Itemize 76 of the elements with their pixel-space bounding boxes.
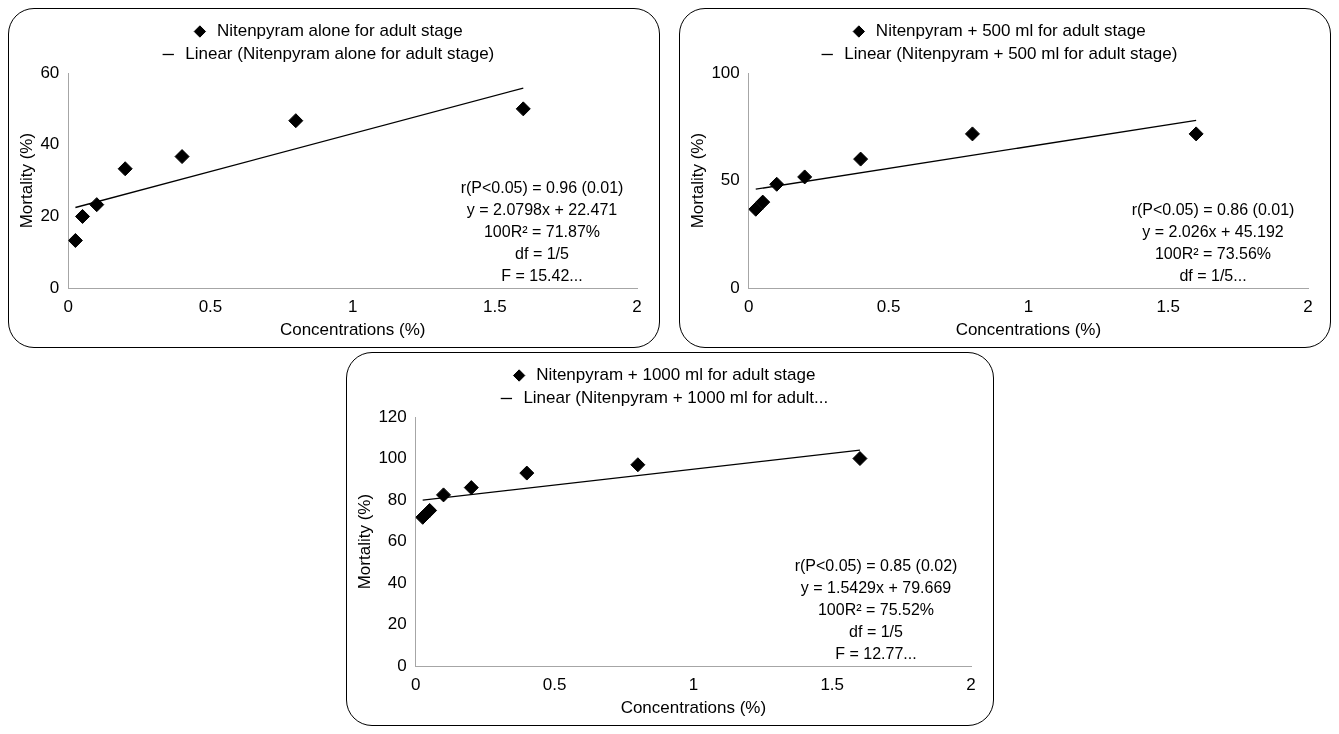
annotation: y = 1.5429x + 79.669	[800, 578, 951, 596]
x-tick-label: 0	[410, 675, 420, 695]
annotation: F = 15.42...	[501, 266, 583, 284]
x-tick-label: 1.5	[1156, 297, 1181, 317]
y-tick-label: 0	[730, 277, 740, 297]
annotation: F = 12.77...	[834, 644, 917, 662]
point	[174, 149, 190, 165]
x-tick-label: 1.5	[483, 297, 507, 317]
annotation: df = 1/5	[515, 244, 570, 262]
x-tick-label: 0	[744, 297, 754, 317]
point	[75, 208, 91, 224]
point	[797, 169, 813, 185]
x-axis-title: Concentrations (%)	[955, 320, 1102, 340]
y-tick-label: 20	[387, 614, 407, 634]
y-tick-label: 40	[40, 134, 60, 154]
point	[89, 197, 105, 213]
annotation: 100R² = 73.56%	[1154, 244, 1272, 262]
annotation: 100R² = 75.52%	[817, 600, 934, 618]
point	[421, 502, 437, 518]
annotation: df = 1/5...	[1179, 266, 1247, 284]
annotation: r(P<0.05) = 0.85 (0.02)	[794, 556, 957, 574]
y-tick-label: 50	[720, 170, 740, 190]
annotation: r(P<0.05) = 0.96 (0.01)	[460, 178, 624, 196]
y-tick-label: 60	[387, 531, 407, 551]
point	[288, 113, 304, 129]
x-tick-label: 2	[1303, 297, 1313, 317]
y-tick-label: 80	[387, 489, 407, 509]
x-tick-label: 0.5	[876, 297, 901, 317]
legend-label: Nitenpyram alone for adult stage	[216, 21, 463, 41]
y-tick-label: 100	[711, 62, 740, 82]
point	[748, 201, 764, 217]
y-axis-title: Mortality (%)	[687, 132, 707, 229]
x-tick-label: 1	[347, 297, 358, 317]
legend-label: Linear (Nitenpyram alone for adult stage)	[185, 44, 495, 64]
y-tick-label: 100	[377, 448, 407, 468]
legend-label: Nitenpyram + 500 ml for adult stage	[875, 21, 1146, 41]
annotation: y = 2.0798x + 22.471	[466, 200, 618, 218]
point	[68, 233, 83, 248]
legend-label: Linear (Nitenpyram + 1000 ml for adult...	[522, 388, 828, 408]
point	[755, 194, 771, 210]
point	[769, 176, 785, 192]
annotation: df = 1/5	[848, 622, 903, 640]
point	[415, 509, 430, 525]
x-axis-title: Concentrations (%)	[279, 320, 426, 340]
y-tick-label: 40	[387, 572, 407, 592]
x-tick-label: 0.5	[542, 675, 566, 695]
point	[117, 161, 133, 177]
annotation: 100R² = 71.87%	[483, 222, 601, 240]
x-tick-label: 1	[688, 675, 698, 695]
y-tick-label: 20	[40, 206, 60, 226]
y-tick-label: 120	[377, 406, 407, 426]
point	[435, 487, 451, 503]
x-tick-label: 0.5	[198, 297, 223, 317]
annotation: r(P<0.05) = 0.86 (0.01)	[1131, 200, 1295, 218]
x-tick-label: 0	[63, 297, 74, 317]
point	[1188, 126, 1204, 142]
x-axis-title: Concentrations (%)	[620, 698, 766, 718]
point	[851, 451, 867, 467]
point	[853, 151, 869, 167]
y-tick-label: 60	[40, 62, 60, 82]
point	[964, 126, 980, 142]
x-tick-label: 1	[1023, 297, 1034, 317]
x-tick-label: 2	[632, 297, 642, 317]
x-tick-label: 1.5	[819, 675, 844, 695]
point	[518, 465, 534, 481]
y-axis-title: Mortality (%)	[354, 493, 374, 590]
y-axis-title: Mortality (%)	[16, 132, 36, 229]
y-tick-label: 0	[49, 277, 60, 297]
x-tick-label: 2	[965, 675, 976, 695]
annotation: y = 2.026x + 45.192	[1142, 222, 1284, 240]
legend-label: Linear (Nitenpyram + 500 ml for adult stage)	[844, 44, 1178, 64]
point	[515, 101, 531, 117]
legend-label: Nitenpyram + 1000 ml for adult stage	[535, 365, 815, 385]
point	[463, 480, 479, 496]
point	[629, 457, 645, 473]
y-tick-label: 0	[396, 655, 407, 675]
